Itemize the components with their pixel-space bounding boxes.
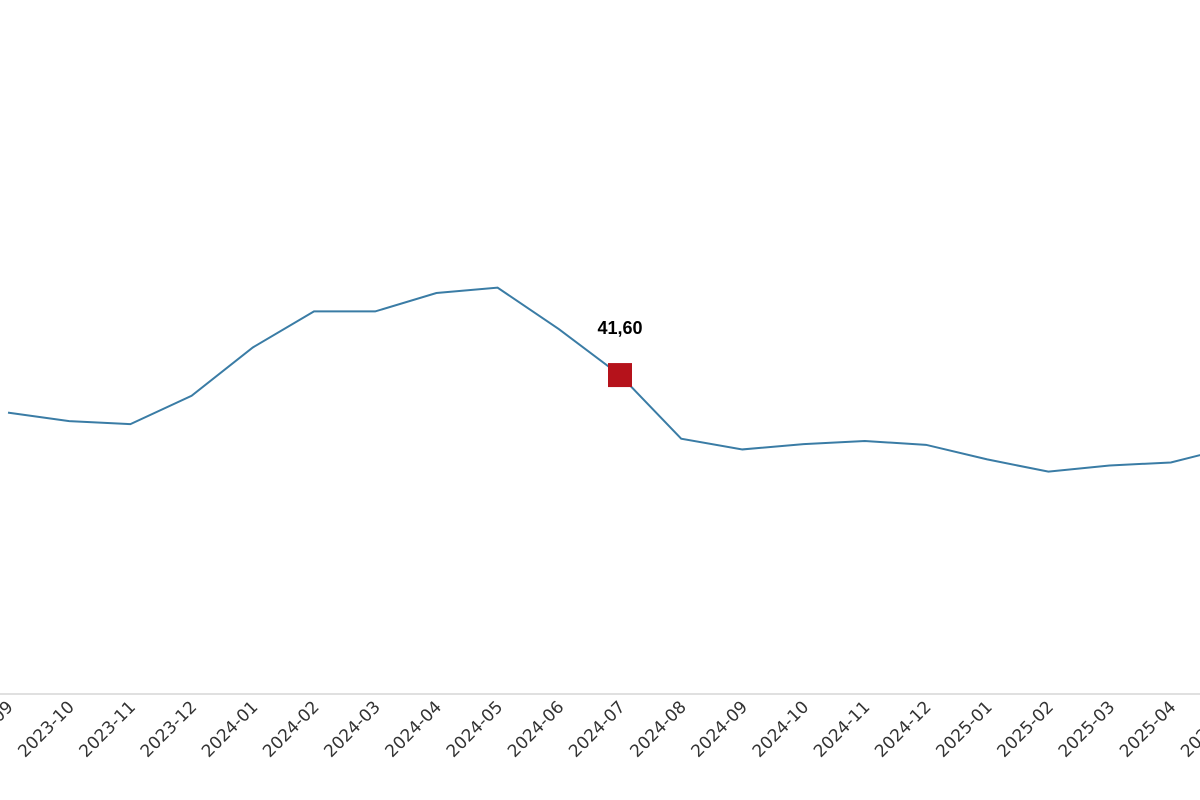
x-tick-label: 2024-01 bbox=[198, 697, 262, 761]
x-tick-label: 2023-11 bbox=[76, 697, 140, 761]
x-tick-label: 2025-02 bbox=[994, 697, 1058, 761]
x-tick-label: 2024-05 bbox=[443, 697, 507, 761]
x-tick-label: 2024-06 bbox=[504, 697, 568, 761]
x-tick-label: 2023-10 bbox=[14, 697, 78, 761]
value-label: 41,60 bbox=[597, 318, 642, 338]
x-tick-label: 2024-10 bbox=[749, 697, 813, 761]
x-tick-label: 2024-07 bbox=[565, 697, 629, 761]
x-tick-label: 2025-04 bbox=[1116, 697, 1180, 761]
x-tick-label: 2024-02 bbox=[259, 697, 323, 761]
x-tick-label: 2023-09 bbox=[0, 697, 18, 761]
data-line bbox=[7, 286, 1200, 473]
x-tick-label: 2024-08 bbox=[626, 697, 690, 761]
x-tick-label: 2025-05 bbox=[1177, 697, 1200, 761]
x-tick-label: 2024-11 bbox=[810, 697, 874, 761]
x-tick-label: 2023-12 bbox=[137, 697, 201, 761]
x-tick-label: 2024-03 bbox=[320, 697, 384, 761]
x-tick-label: 2024-09 bbox=[688, 697, 752, 761]
x-tick-label: 2024-12 bbox=[871, 697, 935, 761]
x-tick-label: 2024-04 bbox=[382, 697, 446, 761]
highlight-marker bbox=[608, 363, 632, 388]
x-tick-label: 2025-03 bbox=[1055, 697, 1119, 761]
x-tick-label: 2025-01 bbox=[932, 697, 996, 761]
